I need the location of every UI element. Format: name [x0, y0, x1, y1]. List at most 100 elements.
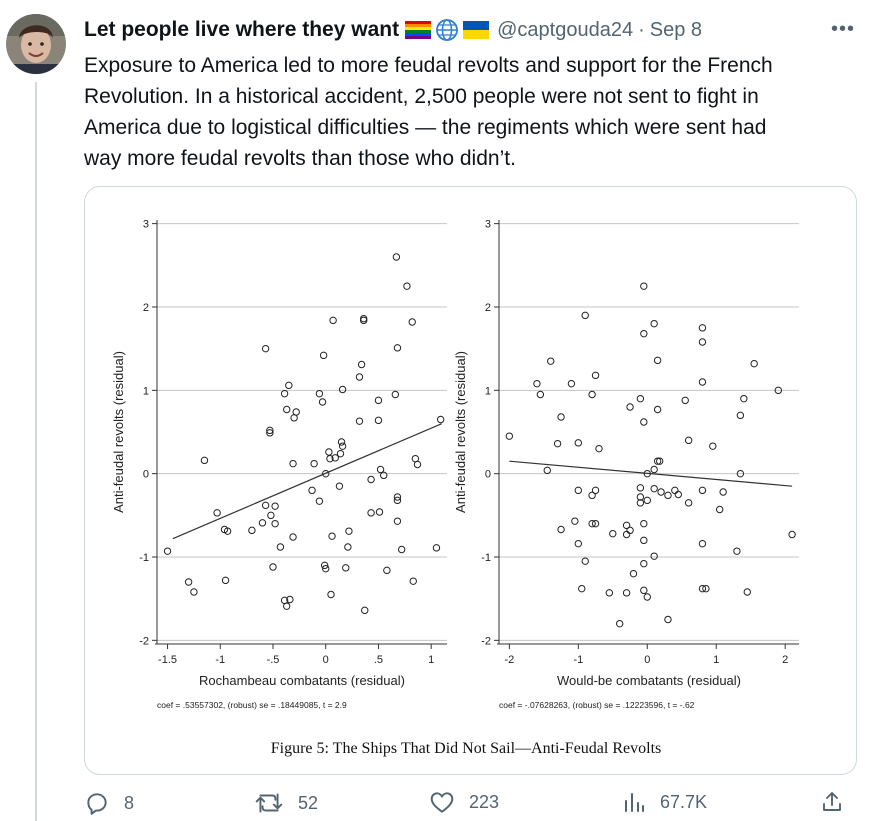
data-point [213, 509, 221, 517]
data-point [664, 491, 672, 500]
data-point [315, 497, 324, 505]
data-point [643, 496, 651, 505]
data-point [337, 438, 346, 446]
user-handle[interactable]: @captgouda24 [497, 18, 634, 41]
data-point [289, 459, 297, 468]
data-point [190, 588, 198, 596]
data-point [591, 371, 600, 380]
data-point [736, 469, 745, 478]
data-point [200, 456, 209, 465]
data-point [355, 417, 364, 425]
data-point [505, 432, 514, 440]
data-point [622, 521, 631, 530]
data-point [588, 519, 596, 528]
avatar[interactable] [6, 14, 66, 74]
views-button[interactable]: 67.7K [622, 790, 707, 814]
x-tick-label: -1.5 [158, 654, 177, 666]
y-tick-label: -1 [139, 552, 149, 564]
data-point [629, 569, 638, 578]
data-point [326, 454, 334, 463]
data-point [774, 386, 783, 395]
more-options-icon[interactable]: ••• [830, 18, 855, 40]
data-point [267, 511, 275, 520]
data-point [640, 418, 648, 426]
data-point [788, 530, 796, 539]
ukraine-flag-icon [463, 21, 490, 39]
data-point [571, 517, 579, 525]
data-point [285, 381, 293, 390]
data-point [684, 499, 693, 507]
data-point [393, 517, 402, 525]
data-point [276, 543, 285, 551]
y-axis-label: Anti-feudal revolts (residual) [111, 351, 126, 513]
data-point [595, 444, 603, 453]
x-tick-label: 1 [713, 654, 719, 666]
y-tick-label: 1 [485, 385, 491, 397]
y-tick-label: 2 [143, 302, 149, 314]
data-point [574, 439, 583, 447]
data-point [657, 488, 665, 496]
rainbow-flag-icon [405, 21, 432, 39]
data-point [397, 545, 406, 554]
share-button[interactable] [820, 790, 844, 814]
tweet-actions: 8 52 223 67.7K [84, 790, 854, 820]
data-point [588, 390, 596, 399]
data-point [258, 519, 267, 527]
x-tick-label: 0 [323, 654, 329, 666]
data-point [622, 589, 631, 597]
name-emojis [405, 18, 490, 42]
data-point [391, 390, 400, 399]
tweet-date[interactable]: Sep 8 [649, 18, 702, 41]
data-point [543, 466, 551, 475]
data-point [361, 606, 369, 615]
data-point [591, 486, 600, 495]
data-point [320, 561, 329, 570]
data-point [318, 398, 327, 406]
data-point [640, 586, 648, 595]
data-point [344, 543, 352, 551]
tweet-text: Exposure to America led to more feudal r… [84, 50, 859, 174]
data-point [715, 505, 724, 514]
data-point [374, 396, 383, 405]
data-point [574, 539, 583, 548]
display-name[interactable]: Let people live where they want [84, 18, 400, 41]
data-point [322, 469, 330, 478]
data-point [345, 527, 353, 535]
data-point [640, 329, 648, 338]
data-point [335, 482, 344, 490]
data-point [567, 379, 576, 388]
data-point [380, 471, 388, 480]
regression-note: coef = .53557302, (robust) se = .1844908… [157, 700, 347, 710]
data-point [383, 566, 391, 575]
data-point [342, 564, 350, 572]
data-point [557, 413, 565, 421]
data-point [266, 429, 274, 437]
data-point [283, 405, 291, 414]
data-point [359, 316, 368, 325]
data-point [436, 415, 445, 424]
data-point [643, 593, 651, 601]
reply-icon [87, 793, 107, 815]
fit-line [172, 423, 442, 540]
data-point [698, 486, 707, 495]
data-point [336, 449, 345, 458]
x-tick-label: -.5 [267, 654, 280, 666]
tweet-media[interactable]: -2 -1 0 1 2 3 -1.5 -1 -.5 0 .5 1 Rochambeau combatan… [84, 186, 857, 775]
data-point [338, 442, 347, 450]
like-button[interactable]: 223 [429, 790, 499, 814]
data-point [578, 584, 586, 593]
data-point [310, 459, 318, 468]
x-tick-label: 1 [428, 654, 434, 666]
reply-button[interactable]: 8 [84, 790, 134, 816]
data-point [684, 436, 693, 445]
retweet-button[interactable]: 52 [254, 790, 318, 816]
data-point [261, 344, 270, 353]
data-point [408, 318, 416, 326]
globe-icon [436, 19, 458, 41]
data-point [650, 484, 658, 493]
data-point [671, 486, 679, 495]
data-point [322, 564, 330, 573]
tweet-header: Let people live where they want @captgou… [84, 14, 804, 46]
tweet-text-line: way more feudal revolts than those who d… [84, 147, 516, 170]
x-tick-label: 0 [644, 654, 650, 666]
